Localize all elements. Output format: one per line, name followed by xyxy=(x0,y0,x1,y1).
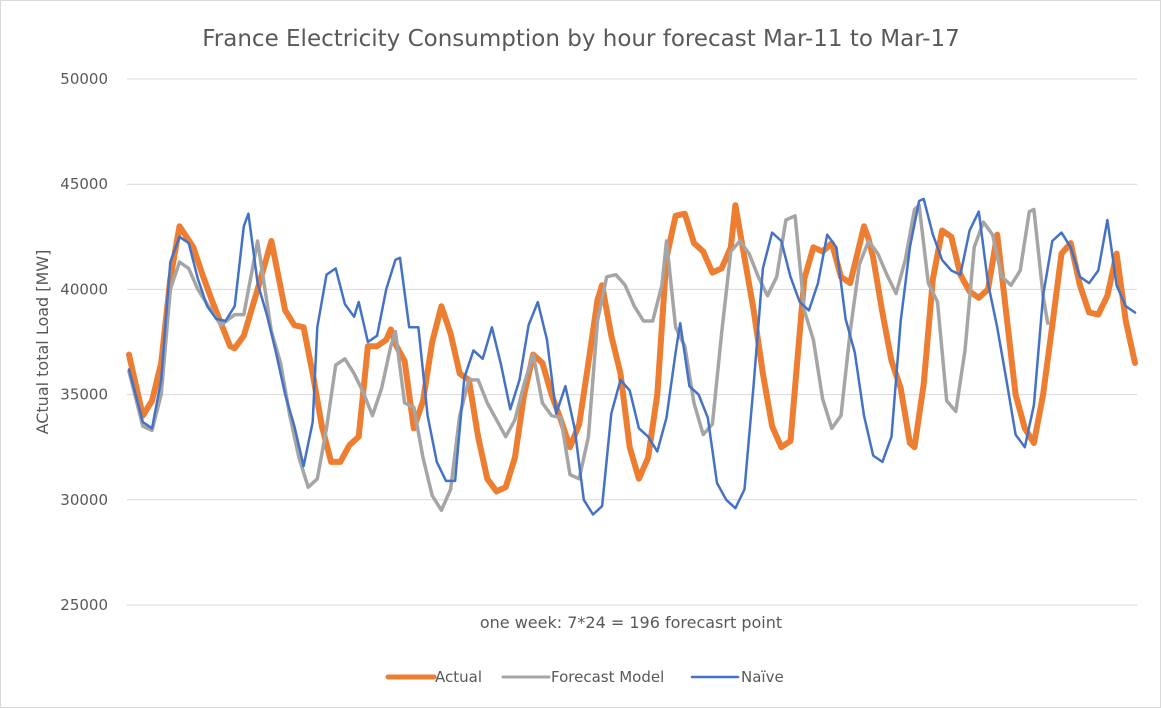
legend-label-forecast-model: Forecast Model xyxy=(551,668,664,686)
series-line-actual xyxy=(126,202,1138,495)
legend-item-forecast-model: Forecast Model xyxy=(501,668,664,686)
series-lines xyxy=(126,197,1138,516)
legend-item-naive: Naïve xyxy=(690,668,784,686)
y-tick-label: 35000 xyxy=(60,386,108,404)
legend-label-naive: Naïve xyxy=(741,668,784,686)
legend-item-actual: Actual xyxy=(385,668,482,686)
gridlines xyxy=(127,78,1137,606)
legend-label-actual: Actual xyxy=(435,668,482,686)
chart-title: France Electricity Consumption by hour f… xyxy=(202,26,960,52)
y-tick-label: 30000 xyxy=(60,491,108,509)
y-axis-ticks: 25000 30000 35000 40000 45000 50000 xyxy=(60,70,108,614)
y-axis-title: ACtual total Load [MW] xyxy=(33,250,52,435)
y-tick-label: 40000 xyxy=(60,280,108,298)
y-tick-label: 25000 xyxy=(60,596,108,614)
series-line-naive xyxy=(127,197,1137,516)
y-tick-label: 45000 xyxy=(60,175,108,193)
legend: Actual Forecast Model Naïve xyxy=(385,668,784,686)
x-axis-title: one week: 7*24 = 196 forecasrt point xyxy=(480,613,782,632)
series-line-forecast-model xyxy=(127,203,1050,513)
y-tick-label: 50000 xyxy=(60,70,108,88)
